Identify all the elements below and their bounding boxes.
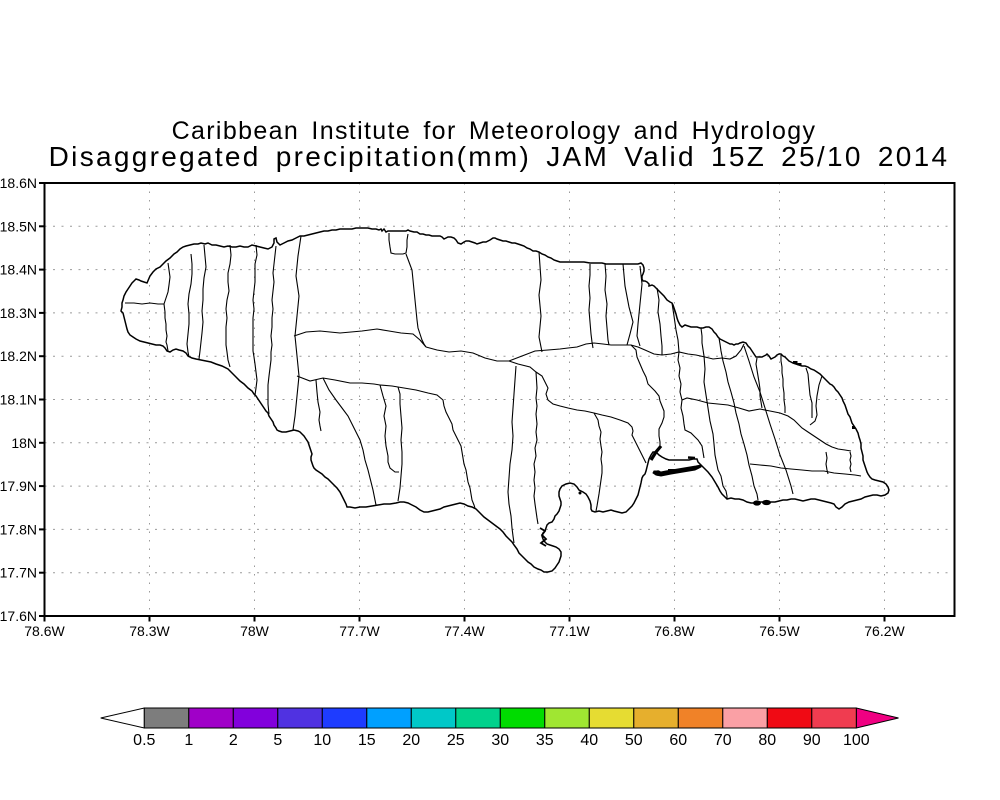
svg-text:17.6N: 17.6N	[0, 608, 37, 624]
svg-text:0.5: 0.5	[133, 732, 155, 749]
svg-text:18.1N: 18.1N	[0, 392, 37, 408]
svg-text:10: 10	[313, 732, 331, 749]
svg-text:90: 90	[803, 732, 821, 749]
svg-text:20: 20	[402, 732, 420, 749]
svg-text:60: 60	[669, 732, 687, 749]
svg-text:35: 35	[536, 732, 554, 749]
svg-text:18.2N: 18.2N	[0, 348, 37, 364]
svg-text:15: 15	[358, 732, 376, 749]
svg-text:17.7N: 17.7N	[0, 565, 37, 581]
svg-text:18.4N: 18.4N	[0, 262, 37, 278]
svg-text:76.2W: 76.2W	[864, 623, 905, 639]
svg-text:80: 80	[758, 732, 776, 749]
svg-text:18.3N: 18.3N	[0, 305, 37, 321]
svg-text:18.6N: 18.6N	[0, 175, 37, 191]
svg-text:25: 25	[447, 732, 465, 749]
svg-text:100: 100	[843, 732, 870, 749]
svg-text:17.9N: 17.9N	[0, 478, 37, 494]
svg-text:78W: 78W	[240, 623, 270, 639]
svg-text:50: 50	[625, 732, 643, 749]
svg-text:76.5W: 76.5W	[759, 623, 800, 639]
svg-text:70: 70	[714, 732, 732, 749]
svg-text:17.8N: 17.8N	[0, 521, 37, 537]
svg-text:1: 1	[184, 732, 193, 749]
svg-text:5: 5	[273, 732, 282, 749]
svg-text:Caribbean Institute for Meteor: Caribbean Institute for Meteorology and …	[172, 117, 817, 145]
svg-text:77.1W: 77.1W	[549, 623, 590, 639]
svg-text:78.6W: 78.6W	[24, 623, 65, 639]
svg-text:2: 2	[229, 732, 238, 749]
svg-text:18N: 18N	[11, 435, 37, 451]
svg-text:77.7W: 77.7W	[339, 623, 380, 639]
svg-text:18.5N: 18.5N	[0, 218, 37, 234]
svg-text:76.8W: 76.8W	[654, 623, 695, 639]
svg-text:40: 40	[580, 732, 598, 749]
svg-text:78.3W: 78.3W	[129, 623, 170, 639]
svg-text:Disaggregated precipitation(mm: Disaggregated precipitation(mm) JAM Vali…	[49, 141, 950, 172]
svg-text:77.4W: 77.4W	[444, 623, 485, 639]
svg-text:30: 30	[491, 732, 509, 749]
